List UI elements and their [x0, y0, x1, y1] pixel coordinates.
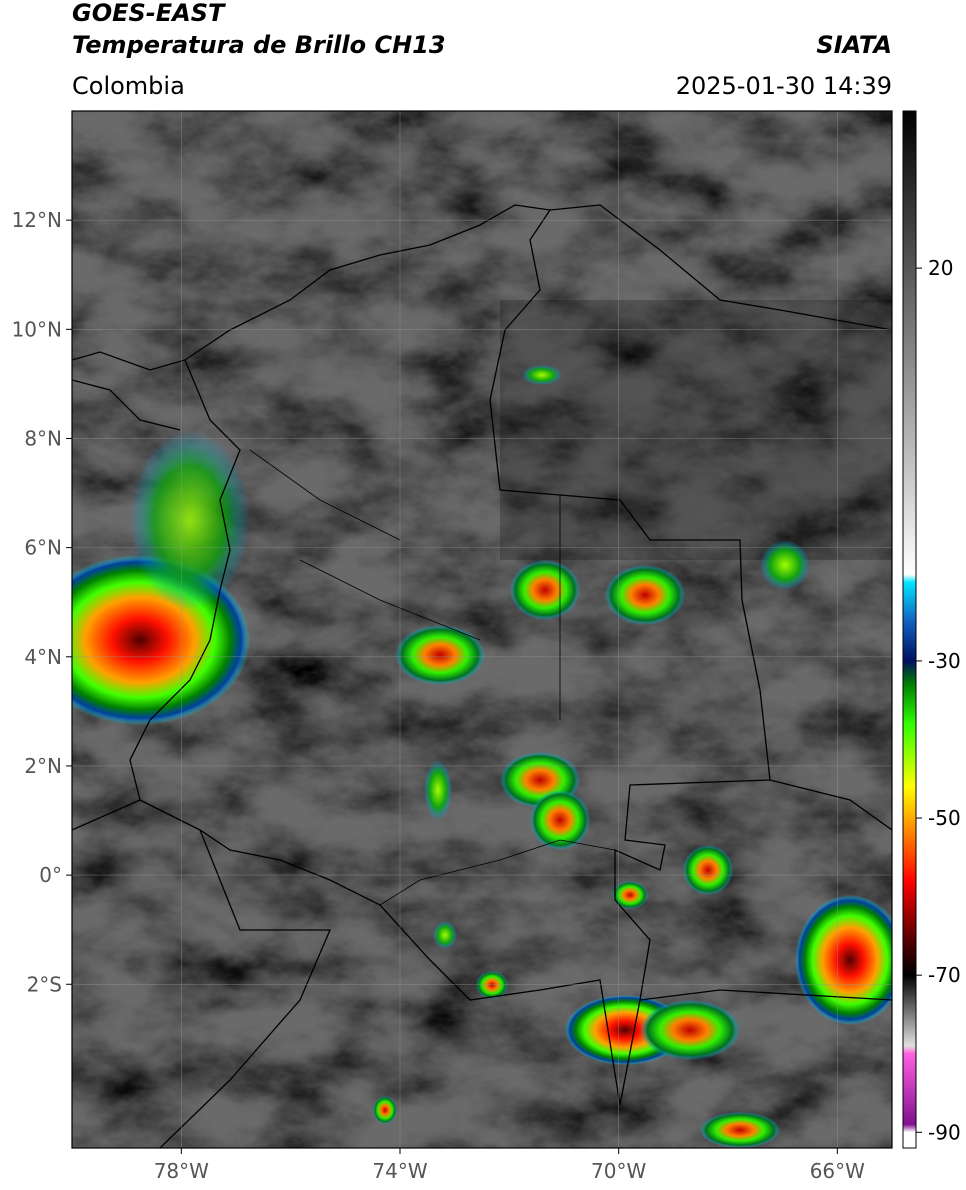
borders — [72, 204, 892, 1148]
storm — [795, 895, 892, 1025]
storm — [522, 365, 562, 385]
y-tick-label: 10°N — [12, 317, 62, 341]
storm — [640, 1000, 740, 1060]
y-tick-label: 2°N — [24, 754, 62, 778]
panama-coast — [72, 351, 186, 431]
graticule — [66, 111, 892, 1154]
storm — [530, 790, 590, 850]
title: GOES-EAST — [72, 0, 226, 27]
storm — [476, 971, 508, 999]
y-tick-label: 2°S — [27, 972, 62, 996]
y-tick-label: 8°N — [24, 426, 62, 450]
brazil-border — [639, 779, 892, 1001]
y-tick-label: 6°N — [24, 536, 62, 560]
x-tick-label: 78°W — [154, 1159, 209, 1183]
colorbar-label: -90 — [928, 1120, 961, 1144]
colorbar-label: -70 — [928, 963, 961, 987]
x-tick-label: 66°W — [810, 1159, 865, 1183]
storm — [612, 881, 648, 909]
y-tick-label: 12°N — [12, 208, 62, 232]
storm — [683, 845, 733, 895]
source: SIATA — [816, 31, 892, 59]
timestamp: 2025-01-30 14:39 — [676, 72, 892, 100]
department-borders — [249, 449, 616, 906]
storm — [700, 1112, 780, 1148]
colorbar-label: -30 — [928, 649, 961, 673]
storm — [424, 760, 452, 820]
x-tick-label: 74°W — [372, 1159, 427, 1183]
storm — [395, 625, 485, 685]
colombia-border — [129, 204, 771, 1106]
imagery — [72, 111, 892, 1148]
x-tick-label: 70°W — [591, 1159, 646, 1183]
map-frame — [71, 110, 893, 1149]
venezuela-coast — [549, 204, 892, 331]
storm — [433, 921, 457, 949]
storm — [373, 1096, 397, 1124]
storm — [760, 540, 810, 590]
storm — [605, 565, 685, 625]
storm — [510, 560, 580, 620]
ecuador-peru-border — [72, 799, 331, 1148]
y-tick-label: 0° — [39, 863, 62, 887]
colorbar — [902, 110, 917, 1149]
colorbar-label: -50 — [928, 806, 961, 830]
storm — [130, 430, 250, 610]
y-tick-label: 4°N — [24, 645, 62, 669]
subtitle: Temperatura de Brillo CH13 — [72, 31, 446, 59]
region: Colombia — [72, 72, 185, 100]
colorbar-label: 20 — [928, 256, 953, 280]
